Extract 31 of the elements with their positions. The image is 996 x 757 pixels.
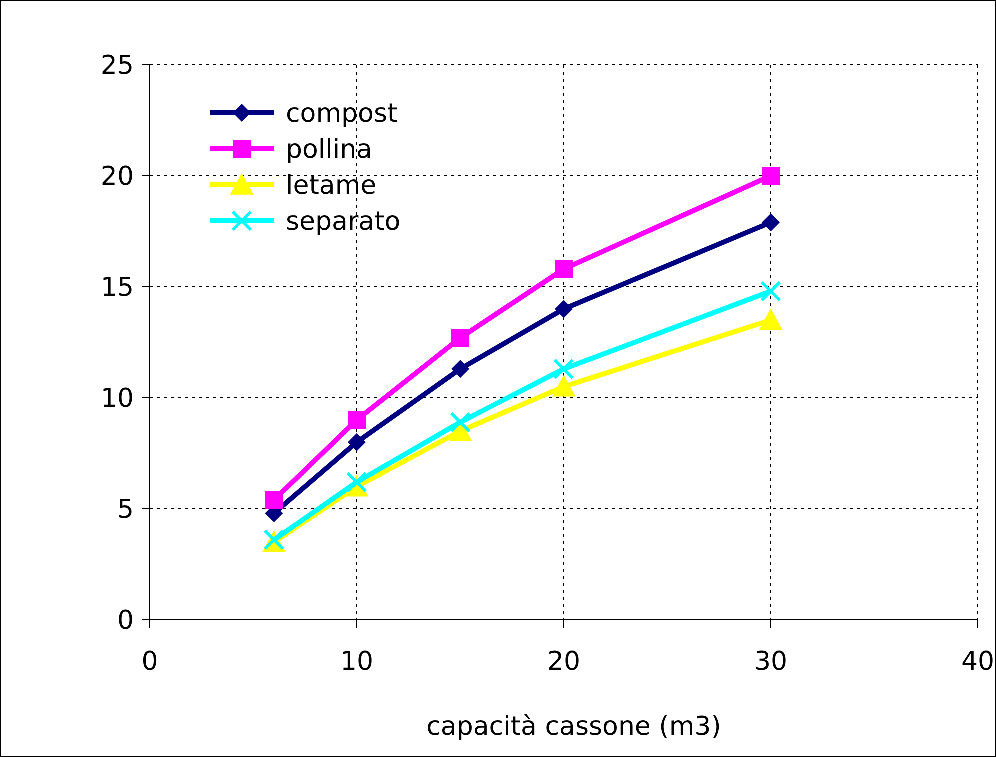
x-axis-title: capacità cassone (m3): [426, 712, 722, 742]
point: [762, 167, 780, 185]
point: [555, 300, 573, 318]
point: [762, 214, 780, 232]
y-tick-label: 10: [100, 384, 134, 414]
legend-label: compost: [286, 99, 398, 130]
point: [346, 472, 368, 493]
point: [452, 329, 470, 348]
y-tick-label: 20: [100, 162, 134, 192]
point: [452, 360, 470, 378]
x-tick-label: 10: [340, 647, 374, 677]
point: [348, 411, 366, 430]
x-tick-label: 40: [961, 647, 995, 677]
x-tick-label: 0: [142, 647, 158, 677]
legend-label: letame: [286, 171, 377, 202]
point: [759, 308, 783, 330]
point: [348, 433, 366, 452]
point: [552, 375, 576, 397]
point: [554, 358, 574, 380]
legend-label: separato: [286, 207, 401, 238]
point: [760, 280, 782, 302]
x-tick-label: 30: [754, 647, 788, 677]
y-tick-label: 5: [117, 495, 134, 526]
legend-label: pollina: [286, 135, 372, 166]
y-tick-label: 15: [100, 273, 134, 304]
point: [555, 260, 573, 278]
y-tick-label: 0: [117, 606, 134, 636]
x-tick-label: 20: [547, 647, 581, 677]
point: [450, 412, 471, 433]
point: [265, 491, 284, 510]
y-tick-label: 25: [100, 51, 134, 82]
